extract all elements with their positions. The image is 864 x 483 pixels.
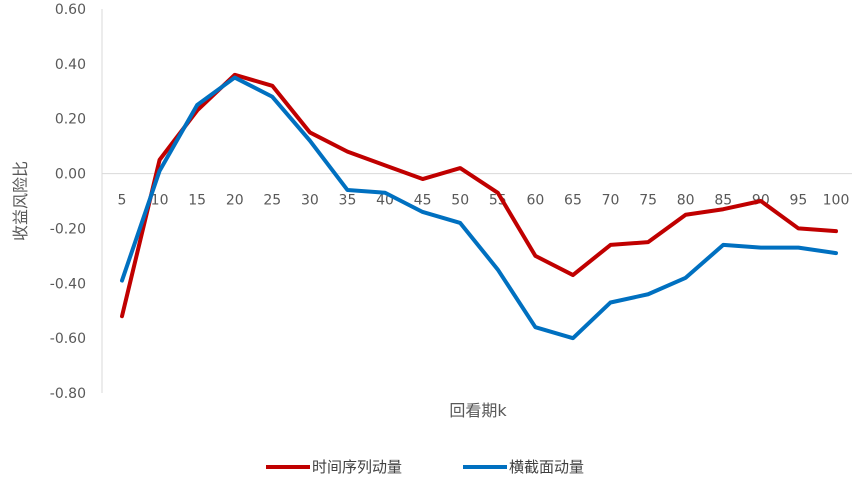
series-layer <box>120 72 838 341</box>
x-tick-label: 20 <box>226 193 244 209</box>
x-tick-label: 80 <box>677 193 695 209</box>
y-tick-label: -0.60 <box>50 331 86 347</box>
legend-label-1: 时间序列动量 <box>312 458 402 476</box>
y-tick-label: 0.40 <box>55 57 86 73</box>
series-line-1 <box>120 72 838 319</box>
x-tick-label: 70 <box>602 193 620 209</box>
x-tick-label: 95 <box>790 193 808 209</box>
y-tick-label: -0.20 <box>50 221 86 237</box>
x-tick-label: 15 <box>188 193 206 209</box>
legend: 时间序列动量 横截面动量 <box>266 458 584 476</box>
y-tick-label: 0.20 <box>55 112 86 128</box>
x-tick-label: 100 <box>823 193 850 209</box>
x-tick-label: 45 <box>414 193 432 209</box>
x-tick-label: 85 <box>714 193 732 209</box>
y-tick-label: 0.60 <box>55 2 86 18</box>
series-line-2 <box>120 75 838 341</box>
y-tick-label: -0.80 <box>50 386 86 402</box>
x-axis-ticks: 5 10 15 20 25 30 35 40 45 50 55 60 65 70 75 80 85 90 95 100 <box>118 193 850 209</box>
y-tick-label: -0.40 <box>50 276 86 292</box>
x-tick-label: 5 <box>118 193 127 209</box>
x-tick-label: 25 <box>263 193 281 209</box>
legend-label-2: 横截面动量 <box>509 458 584 476</box>
x-tick-label: 30 <box>301 193 319 209</box>
y-axis-title: 收益风险比 <box>11 161 30 241</box>
x-axis-title: 回看期k <box>449 401 507 420</box>
x-tick-label: 75 <box>639 193 657 209</box>
y-axis: 0.60 0.40 0.20 0.00 -0.20 -0.40 -0.60 -0.80 <box>50 2 86 402</box>
x-tick-label: 10 <box>151 193 169 209</box>
x-tick-label: 35 <box>339 193 357 209</box>
x-tick-label: 65 <box>564 193 582 209</box>
y-tick-label: 0.00 <box>55 167 86 183</box>
x-tick-label: 60 <box>526 193 544 209</box>
x-tick-label: 50 <box>451 193 469 209</box>
